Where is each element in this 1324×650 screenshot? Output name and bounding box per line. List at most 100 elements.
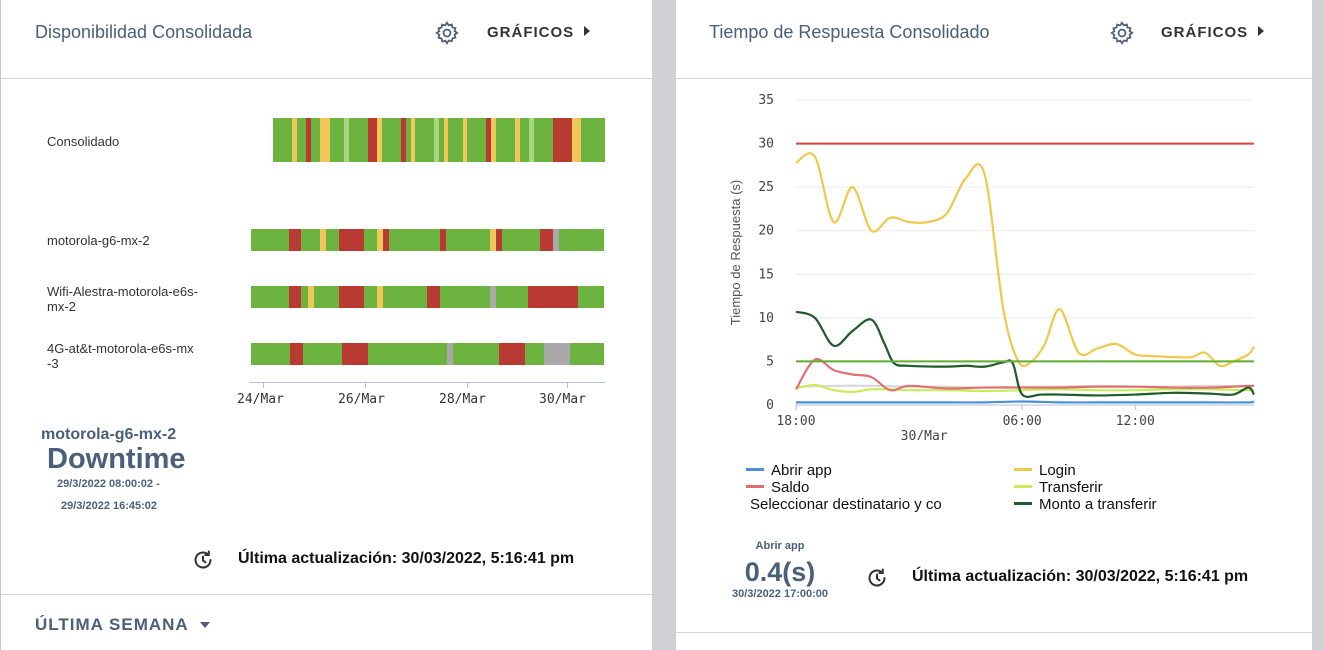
timeline-segment[interactable] bbox=[334, 118, 340, 162]
timeline-segment[interactable] bbox=[345, 229, 353, 251]
timeline-segment[interactable] bbox=[325, 118, 331, 162]
timeline-segment[interactable] bbox=[313, 229, 321, 251]
timeline-segment[interactable] bbox=[276, 229, 283, 251]
timeline-segment[interactable] bbox=[489, 229, 497, 251]
timeline-segment[interactable] bbox=[332, 286, 340, 308]
timeline-segment[interactable] bbox=[537, 343, 545, 365]
timeline-segment[interactable] bbox=[589, 343, 597, 365]
response-time-chart[interactable]: 0 5 10 15 20 25 30 35 18:00 06:00 12:00 30/Mar Tiemp… bbox=[676, 80, 1312, 440]
timeline-segment[interactable] bbox=[383, 286, 390, 308]
timeline-segment[interactable] bbox=[552, 286, 560, 308]
timeline-segment[interactable] bbox=[459, 343, 467, 365]
gear-icon[interactable] bbox=[434, 20, 460, 46]
timeline-segment[interactable] bbox=[439, 286, 447, 308]
timeline-segment[interactable] bbox=[489, 286, 497, 308]
timeline-segment[interactable] bbox=[277, 118, 283, 162]
timeline-segment[interactable] bbox=[492, 343, 500, 365]
timeline-segment[interactable] bbox=[364, 286, 371, 308]
timeline-segment[interactable] bbox=[288, 229, 296, 251]
timeline-segment[interactable] bbox=[401, 118, 407, 162]
timeline-motorola-g6[interactable] bbox=[251, 229, 604, 251]
timeline-segment[interactable] bbox=[391, 118, 397, 162]
timeline-segment[interactable] bbox=[434, 118, 440, 162]
timeline-segment[interactable] bbox=[433, 229, 441, 251]
timeline-segment[interactable] bbox=[505, 343, 513, 365]
timeline-segment[interactable] bbox=[448, 118, 454, 162]
timeline-segment[interactable] bbox=[596, 286, 604, 308]
timeline-segment[interactable] bbox=[546, 229, 554, 251]
timeline-segment[interactable] bbox=[344, 118, 350, 162]
timeline-segment[interactable] bbox=[538, 118, 544, 162]
timeline-segment[interactable] bbox=[306, 118, 312, 162]
timeline-segment[interactable] bbox=[396, 118, 402, 162]
timeline-segment[interactable] bbox=[427, 286, 434, 308]
timeline-segment[interactable] bbox=[322, 343, 330, 365]
timeline-segment[interactable] bbox=[264, 343, 272, 365]
timeline-segment[interactable] bbox=[348, 118, 355, 162]
timeline-segment[interactable] bbox=[295, 229, 302, 251]
timeline-segment[interactable] bbox=[420, 343, 428, 365]
timeline-segment[interactable] bbox=[498, 343, 506, 365]
timeline-segment[interactable] bbox=[531, 343, 539, 365]
timeline-segment[interactable] bbox=[557, 343, 565, 365]
legend-item[interactable]: Transferir bbox=[1014, 479, 1103, 496]
timeline-segment[interactable] bbox=[472, 118, 478, 162]
timeline-segment[interactable] bbox=[420, 286, 428, 308]
timeline-segment[interactable] bbox=[445, 286, 453, 308]
timeline-segment[interactable] bbox=[276, 286, 283, 308]
legend-item[interactable]: Abrir app bbox=[746, 462, 832, 479]
timeline-segment[interactable] bbox=[510, 118, 516, 162]
timeline-segment[interactable] bbox=[540, 229, 547, 251]
timeline-segment[interactable] bbox=[296, 343, 304, 365]
timeline-segment[interactable] bbox=[277, 343, 285, 365]
timeline-segment[interactable] bbox=[557, 118, 563, 162]
timeline-segment[interactable] bbox=[386, 118, 393, 162]
timeline-segment[interactable] bbox=[540, 286, 547, 308]
timeline-segment[interactable] bbox=[370, 286, 378, 308]
timeline-segment[interactable] bbox=[364, 229, 371, 251]
timeline-segment[interactable] bbox=[439, 229, 447, 251]
timeline-segment[interactable] bbox=[515, 286, 522, 308]
timeline-segment[interactable] bbox=[576, 118, 582, 162]
timeline-segment[interactable] bbox=[303, 343, 311, 365]
timeline-segment[interactable] bbox=[348, 343, 356, 365]
timeline-segment[interactable] bbox=[433, 343, 441, 365]
timeline-segment[interactable] bbox=[357, 286, 365, 308]
timeline-segment[interactable] bbox=[565, 286, 573, 308]
timeline-segment[interactable] bbox=[410, 118, 416, 162]
timeline-segment[interactable] bbox=[577, 229, 585, 251]
timeline-segment[interactable] bbox=[408, 229, 415, 251]
timeline-segment[interactable] bbox=[372, 118, 378, 162]
timeline-segment[interactable] bbox=[571, 118, 578, 162]
timeline-segment[interactable] bbox=[471, 286, 478, 308]
timeline-segment[interactable] bbox=[546, 286, 554, 308]
timeline-segment[interactable] bbox=[351, 229, 359, 251]
timeline-segment[interactable] bbox=[521, 286, 529, 308]
timeline-segment[interactable] bbox=[452, 229, 459, 251]
timeline-segment[interactable] bbox=[508, 229, 516, 251]
timeline-wifi-alestra[interactable] bbox=[251, 286, 604, 308]
timeline-segment[interactable] bbox=[590, 286, 598, 308]
timeline-segment[interactable] bbox=[596, 229, 604, 251]
timeline-segment[interactable] bbox=[533, 286, 541, 308]
timeline-segment[interactable] bbox=[529, 118, 535, 162]
timeline-segment[interactable] bbox=[544, 343, 552, 365]
timeline-segment[interactable] bbox=[282, 286, 290, 308]
timeline-segment[interactable] bbox=[576, 343, 584, 365]
timeline-segment[interactable] bbox=[377, 118, 383, 162]
timeline-segment[interactable] bbox=[401, 286, 409, 308]
timeline-segment[interactable] bbox=[453, 343, 461, 365]
timeline-segment[interactable] bbox=[282, 229, 290, 251]
timeline-segment[interactable] bbox=[427, 229, 434, 251]
timeline-segment[interactable] bbox=[339, 229, 346, 251]
timeline-segment[interactable] bbox=[533, 118, 540, 162]
timeline-segment[interactable] bbox=[368, 343, 376, 365]
timeline-segment[interactable] bbox=[257, 343, 265, 365]
gear-icon[interactable] bbox=[1109, 20, 1135, 46]
timeline-segment[interactable] bbox=[559, 229, 566, 251]
timeline-segment[interactable] bbox=[381, 343, 389, 365]
timeline-segment[interactable] bbox=[457, 118, 464, 162]
timeline-segment[interactable] bbox=[269, 286, 277, 308]
timeline-segment[interactable] bbox=[414, 286, 422, 308]
timeline-segment[interactable] bbox=[355, 343, 363, 365]
